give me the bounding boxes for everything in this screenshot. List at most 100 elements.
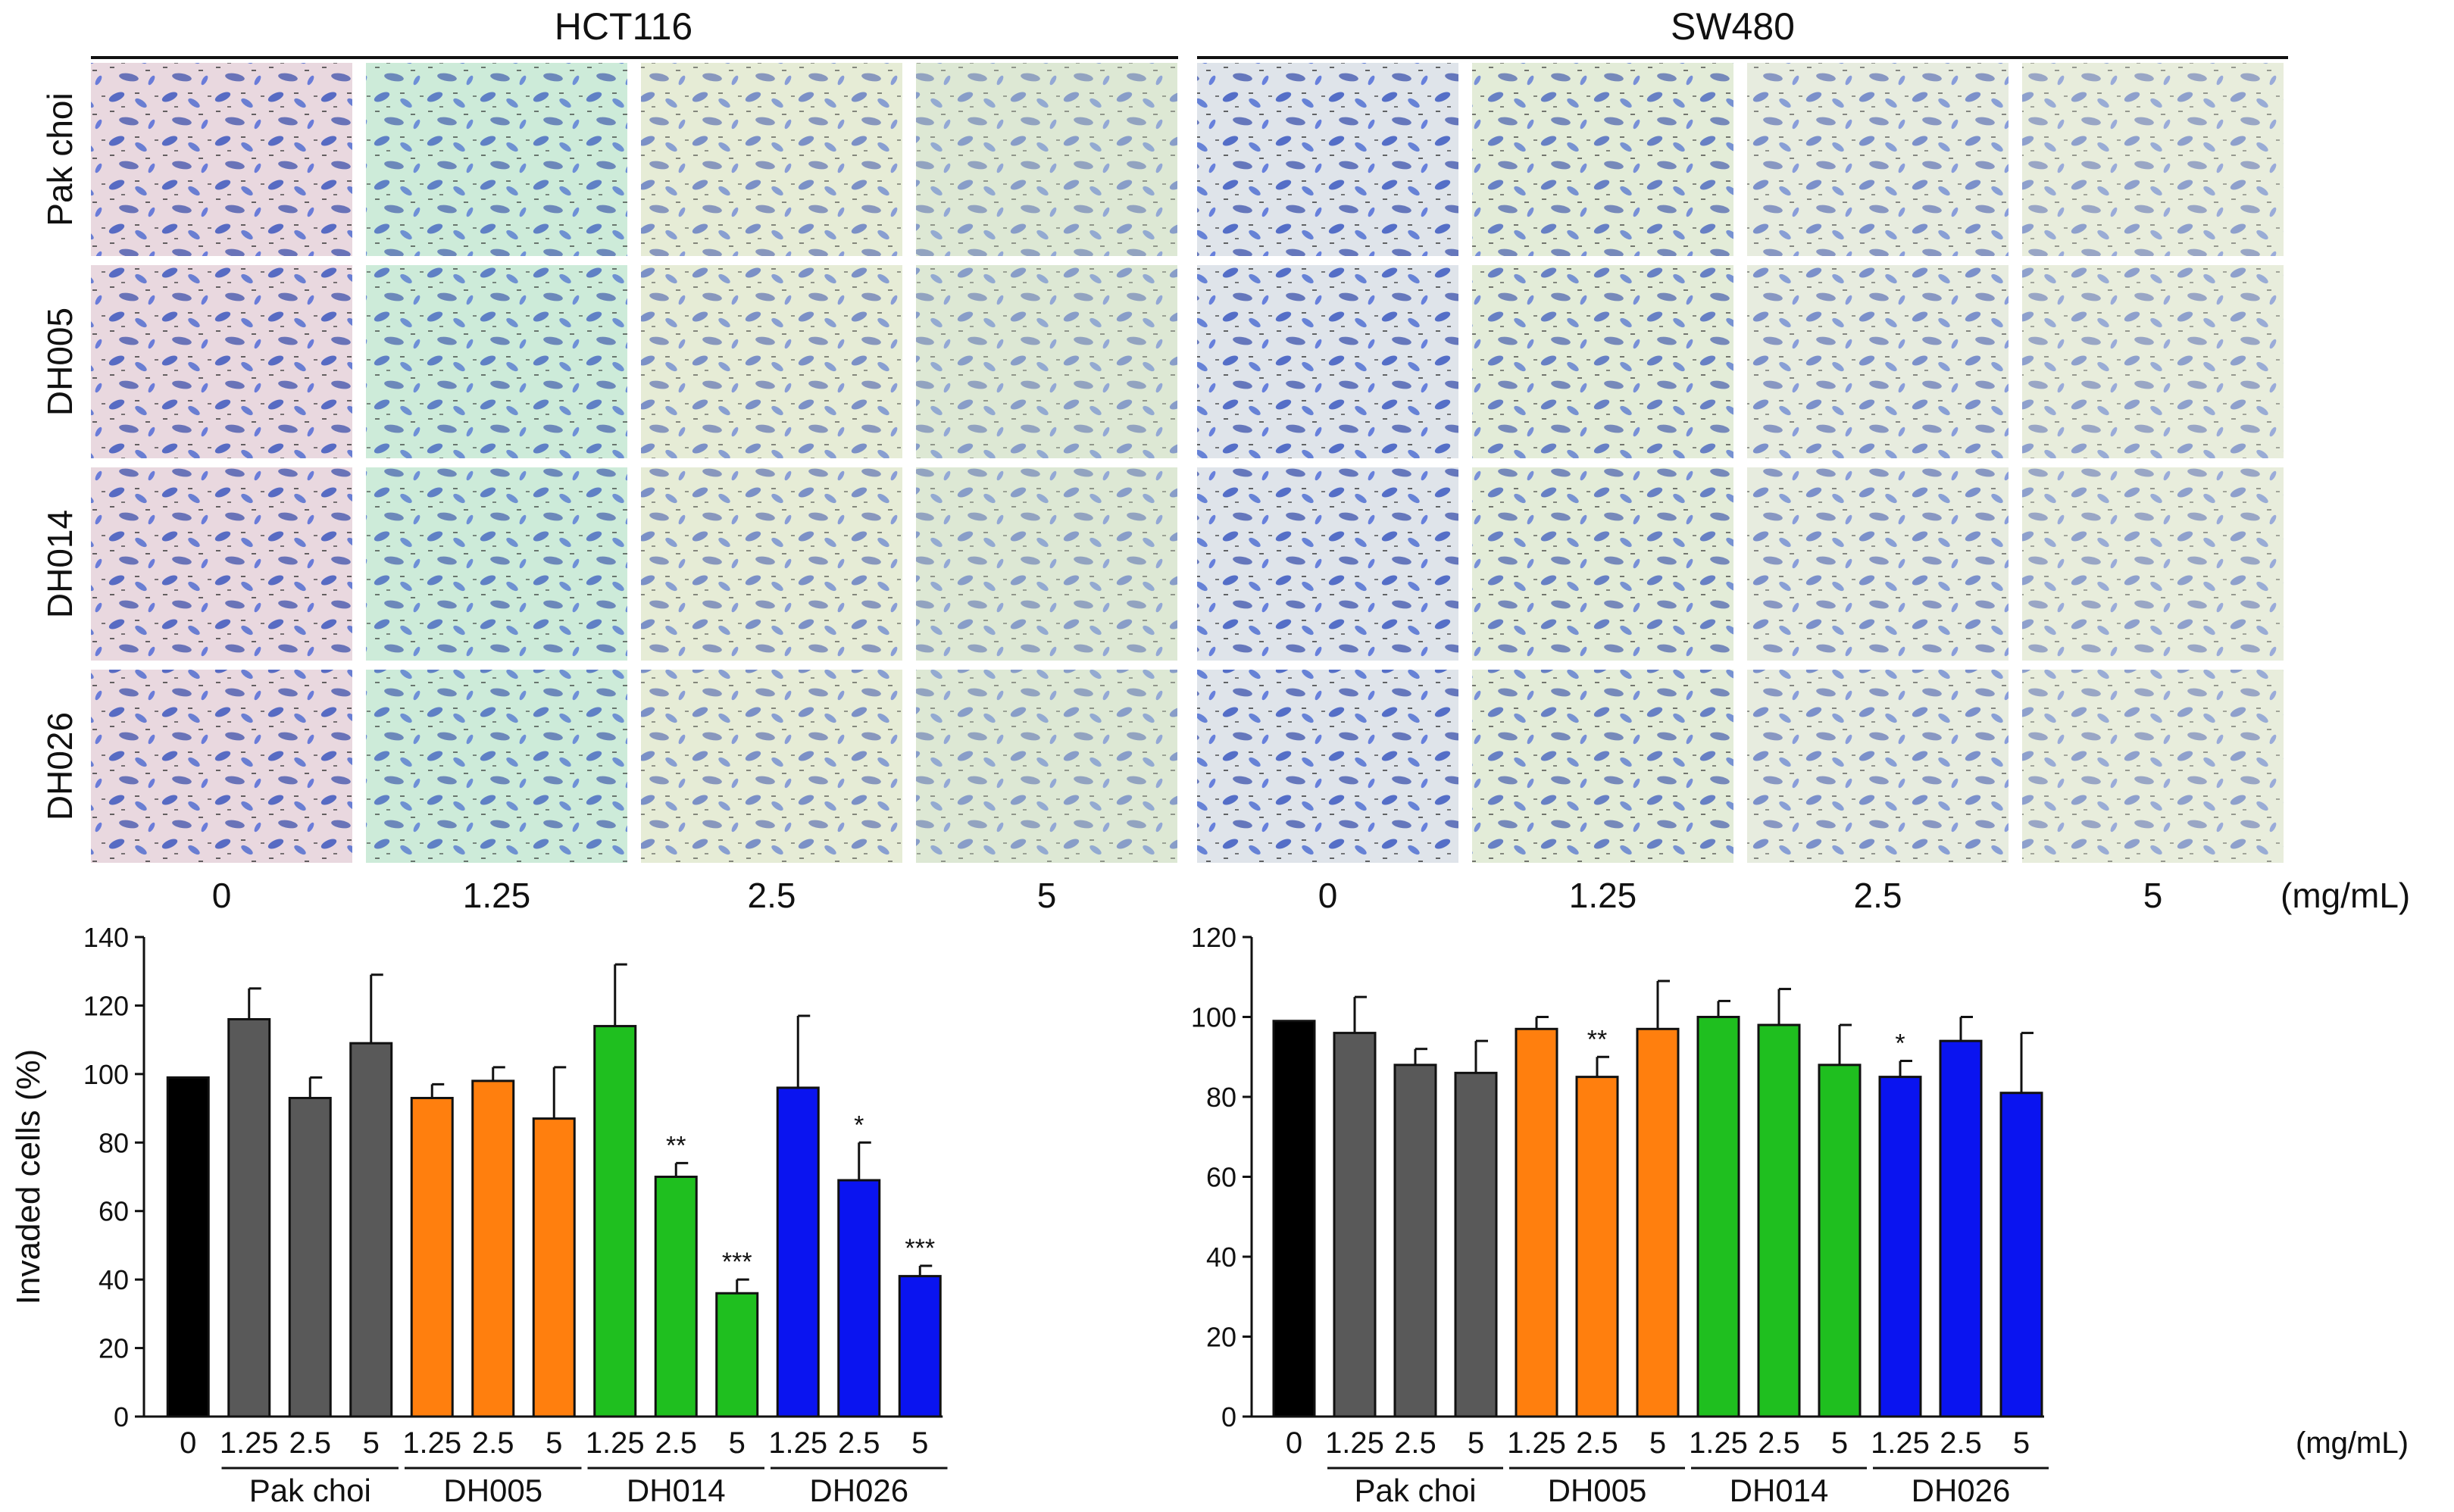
bar — [1333, 1032, 1377, 1418]
dose-label: 2.5 — [748, 876, 796, 915]
bar — [1515, 1027, 1558, 1418]
micrograph-tile — [1747, 670, 2009, 863]
bar — [593, 1025, 637, 1418]
micrograph-tile — [2022, 670, 2284, 863]
x-tick-label: 2.5 — [1758, 1426, 1800, 1460]
stained-cells — [1747, 63, 2009, 256]
x-tick-label: 5 — [1468, 1426, 1484, 1460]
group-label: DH005 — [1548, 1473, 1647, 1508]
significance-marker: * — [1895, 1029, 1905, 1058]
stained-cells — [366, 467, 627, 661]
micrograph-tile — [1197, 265, 1458, 458]
bar — [1939, 1039, 1983, 1418]
stained-cells — [1472, 63, 1733, 256]
stained-cells — [2022, 265, 2284, 458]
stained-cells — [641, 467, 902, 661]
x-tick-label: 2.5 — [1576, 1426, 1618, 1460]
stained-cells — [641, 265, 902, 458]
micrograph-tile — [1747, 467, 2009, 661]
group-label: DH026 — [1912, 1473, 2011, 1508]
bar — [1636, 1027, 1680, 1418]
micrograph-tile — [641, 670, 902, 863]
stained-cells — [641, 63, 902, 256]
stained-cells — [366, 63, 627, 256]
group-label: DH026 — [809, 1473, 908, 1508]
row-label: DH005 — [40, 308, 80, 416]
stained-cells — [91, 265, 352, 458]
micrograph-tile — [916, 670, 1177, 863]
bar — [1696, 1016, 1740, 1418]
y-tick-label: 0 — [1221, 1401, 1236, 1432]
x-tick-label: 5 — [363, 1426, 380, 1460]
dose-label: 0 — [212, 876, 232, 915]
micrograph-tile — [641, 63, 902, 256]
x-tick-label: 2.5 — [1940, 1426, 1982, 1460]
micrograph-tile — [1472, 670, 1733, 863]
significance-marker: *** — [722, 1248, 752, 1276]
y-tick-label: 80 — [98, 1127, 129, 1158]
stained-cells — [1472, 670, 1733, 863]
stained-cells — [1472, 467, 1733, 661]
dose-label: 1.25 — [1569, 876, 1637, 915]
stained-cells — [1197, 63, 1458, 256]
stained-cells — [916, 467, 1177, 661]
panel-title-sw480: SW480 — [1671, 5, 1795, 48]
stained-cells — [1747, 467, 2009, 661]
micrograph-tile — [91, 670, 352, 863]
significance-marker: *** — [905, 1234, 935, 1263]
bar — [837, 1179, 881, 1418]
y-tick-label: 60 — [1206, 1162, 1236, 1193]
y-tick-label: 0 — [114, 1401, 129, 1432]
y-tick-label: 40 — [98, 1264, 129, 1295]
bar — [1454, 1071, 1498, 1418]
bar — [654, 1176, 698, 1418]
y-tick-label: 20 — [98, 1333, 129, 1364]
row-label: DH014 — [40, 510, 80, 618]
micrograph-tile — [1747, 63, 2009, 256]
y-tick-label: 60 — [98, 1196, 129, 1227]
x-tick-label: 1.25 — [1871, 1426, 1930, 1460]
x-tick-label: 5 — [729, 1426, 746, 1460]
dose-label: 1.25 — [463, 876, 531, 915]
y-tick-label: 100 — [1191, 1002, 1236, 1033]
micrograph-tile — [1197, 670, 1458, 863]
micrograph-tile — [1197, 63, 1458, 256]
stained-cells — [1747, 670, 2009, 863]
stained-cells — [2022, 670, 2284, 863]
stained-cells — [641, 670, 902, 863]
micrograph-tile — [91, 265, 352, 458]
row-label: Pak choi — [40, 92, 80, 226]
bar — [1878, 1076, 1922, 1418]
x-tick-label: 2.5 — [655, 1426, 697, 1460]
stained-cells — [91, 467, 352, 661]
significance-marker: ** — [666, 1131, 686, 1160]
micrograph-tile — [1747, 265, 2009, 458]
bar — [532, 1117, 576, 1418]
dose-label: 5 — [1037, 876, 1057, 915]
micrograph-tile — [641, 265, 902, 458]
x-tick-label: 2.5 — [472, 1426, 514, 1460]
micrograph-tile — [1472, 467, 1733, 661]
hct116-bar-chart: 0 20 40 60 80 100 120 140 Invaded cells (%) 0 1.25… — [10, 922, 2409, 1508]
stained-cells — [916, 670, 1177, 863]
micrograph-tile — [916, 63, 1177, 256]
x-tick-label: 1.25 — [402, 1426, 461, 1460]
stained-cells — [1197, 265, 1458, 458]
stained-cells — [2022, 63, 2284, 256]
group-label: DH014 — [627, 1473, 726, 1508]
bar — [898, 1275, 942, 1418]
sw480-bar-chart: 0 20 40 60 80 100 120 0 1.25 2.5 5 1.25 ** 2.5 5 1.25 2.… — [1191, 922, 2409, 1508]
x-tick-label: 5 — [1831, 1426, 1848, 1460]
bar — [776, 1086, 820, 1418]
x-tick-label: 5 — [2013, 1426, 2030, 1460]
stained-cells — [1197, 670, 1458, 863]
panel-title-hct116: HCT116 — [555, 5, 692, 48]
micrograph-tile — [916, 265, 1177, 458]
bar — [166, 1076, 210, 1418]
group-label: Pak choi — [1354, 1473, 1476, 1508]
y-tick-label: 100 — [83, 1059, 129, 1090]
bar — [1999, 1092, 2043, 1418]
bar — [1757, 1023, 1801, 1418]
micrograph-tile — [366, 670, 627, 863]
